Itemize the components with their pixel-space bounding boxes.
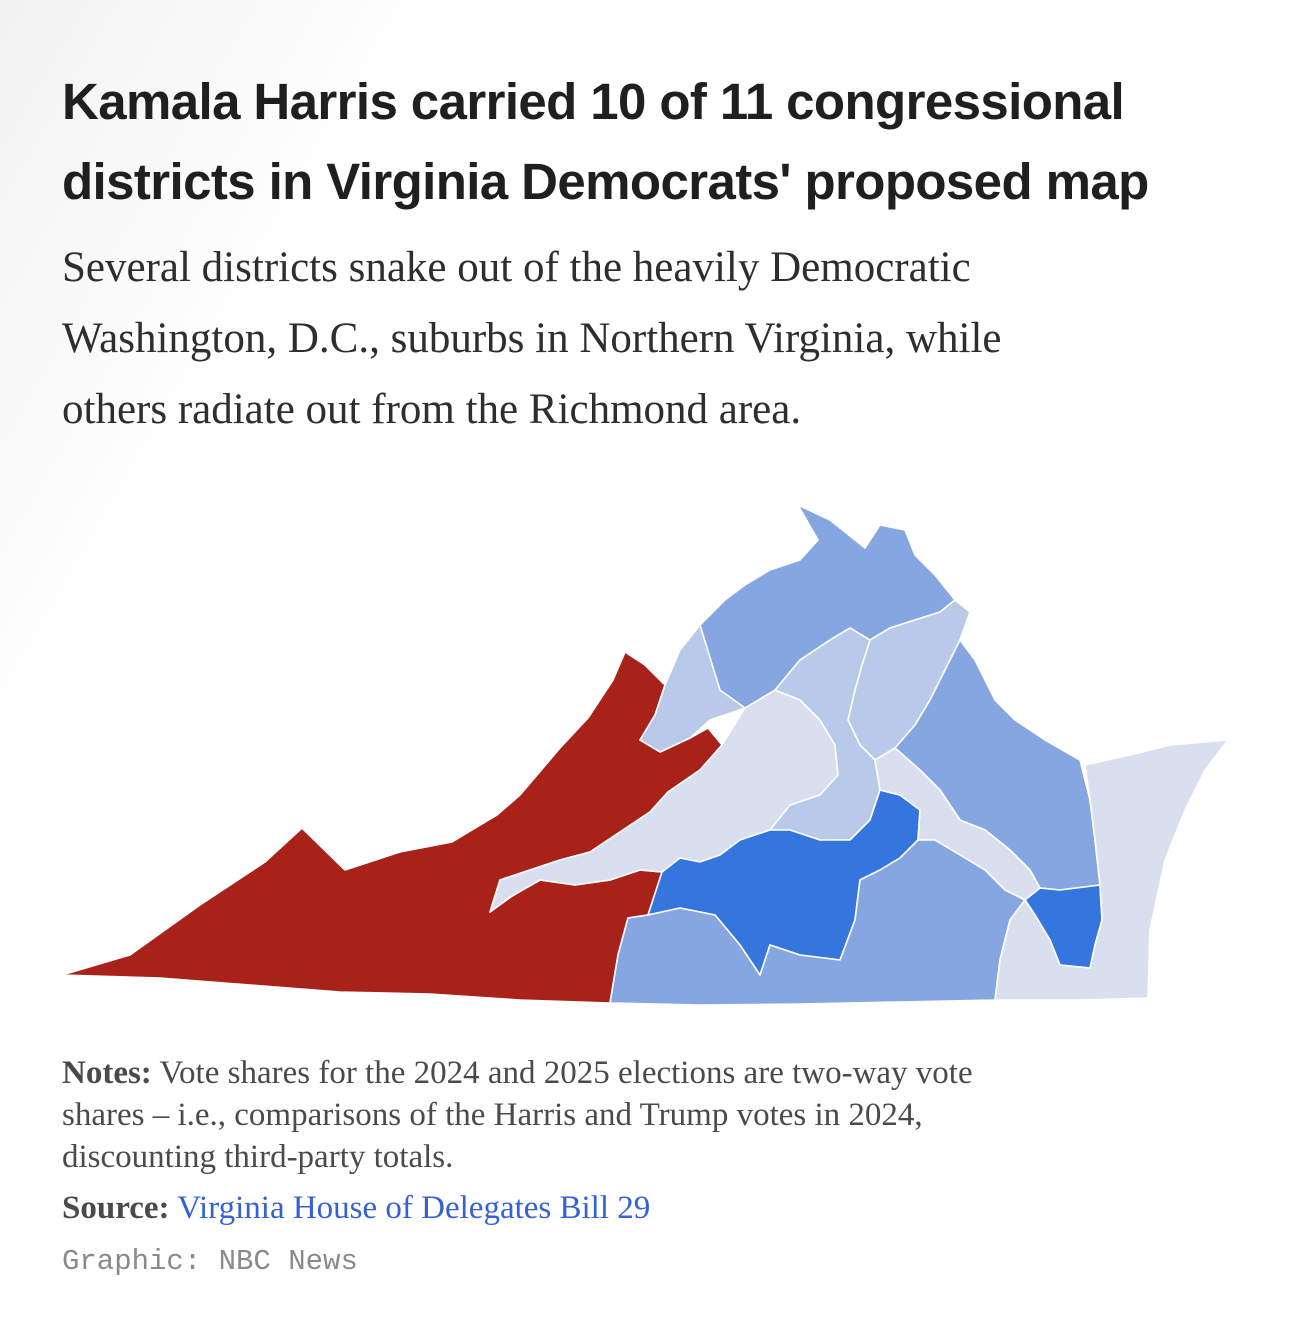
headline-line-1: Kamala Harris carried 10 of 11 congressi…: [62, 73, 1125, 130]
subheadline-line-3: others radiate out from the Richmond are…: [62, 386, 802, 433]
notes-label: Notes:: [62, 1055, 152, 1091]
graphic-credit: Graphic: NBC News: [62, 1245, 358, 1278]
notes-line-2: shares – i.e., comparisons of the Harris…: [62, 1097, 923, 1133]
source-label: Source:: [62, 1190, 170, 1226]
subheadline-line-2: Washington, D.C., suburbs in Northern Vi…: [62, 315, 1002, 362]
notes: Notes: Vote shares for the 2024 and 2025…: [62, 1052, 1252, 1178]
notes-line-1: Notes: Vote shares for the 2024 and 2025…: [62, 1052, 1252, 1094]
notes-line-3: discounting third-party totals.: [62, 1139, 454, 1175]
district-coastal[interactable]: [994, 739, 1229, 1001]
headline-line-2: districts in Virginia Democrats' propose…: [62, 153, 1149, 210]
source: Source: Virginia House of Delegates Bill…: [62, 1186, 650, 1230]
notes-text-1: Vote shares for the 2024 and 2025 electi…: [159, 1055, 973, 1091]
subheadline: Several districts snake out of the heavi…: [62, 232, 1252, 445]
headline: Kamala Harris carried 10 of 11 congressi…: [62, 62, 1252, 222]
subheadline-line-1: Several districts snake out of the heavi…: [62, 244, 971, 291]
source-link[interactable]: Virginia House of Delegates Bill 29: [177, 1190, 651, 1226]
